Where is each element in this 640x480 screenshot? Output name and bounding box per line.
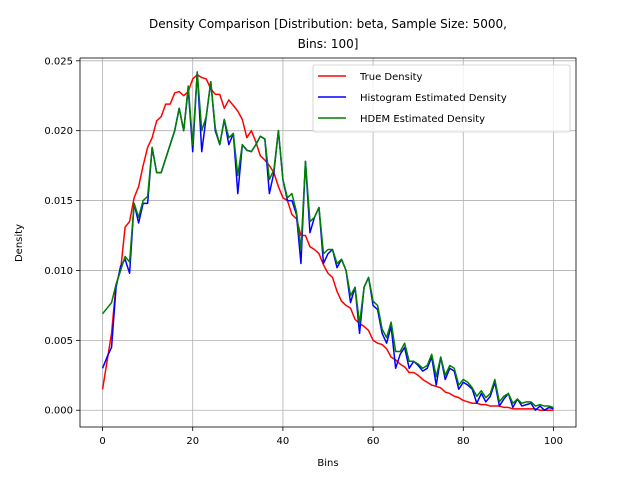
y-axis-label: Density bbox=[14, 224, 25, 262]
axis-ticks: 0 20 40 60 80 100 0.000 0.005 0.010 0.015 0.020 0.0… bbox=[44, 56, 563, 447]
chart-title-line-1: Density Comparison [Distribution: beta, … bbox=[149, 17, 507, 31]
y-tick-label: 0.005 bbox=[44, 336, 73, 347]
legend-label-hdem: HDEM Estimated Density bbox=[360, 114, 485, 125]
true-density-line bbox=[101, 74, 554, 411]
x-tick-label: 40 bbox=[277, 436, 290, 447]
x-tick-label: 60 bbox=[367, 436, 380, 447]
x-tick-label: 80 bbox=[457, 436, 470, 447]
legend-box bbox=[312, 64, 571, 133]
y-tick-label: 0.025 bbox=[44, 56, 73, 67]
hdem-density-line bbox=[101, 71, 554, 409]
x-tick-label: 20 bbox=[186, 436, 199, 447]
y-tick-label: 0.020 bbox=[44, 126, 73, 137]
plot-frame bbox=[79, 57, 577, 428]
series-lines bbox=[101, 71, 554, 411]
x-tick-label: 0 bbox=[99, 436, 105, 447]
legend-label-histogram: Histogram Estimated Density bbox=[360, 93, 507, 104]
y-tick-label: 0.000 bbox=[44, 406, 73, 417]
y-tick-label: 0.015 bbox=[44, 196, 73, 207]
legend-label-true-density: True Density bbox=[359, 72, 423, 83]
x-axis-label: Bins bbox=[317, 458, 338, 469]
x-tick-label: 100 bbox=[544, 436, 563, 447]
y-tick-label: 0.010 bbox=[44, 266, 73, 277]
chart-title-line-2: Bins: 100] bbox=[298, 37, 359, 51]
legend: True Density Histogram Estimated Density… bbox=[312, 64, 571, 133]
